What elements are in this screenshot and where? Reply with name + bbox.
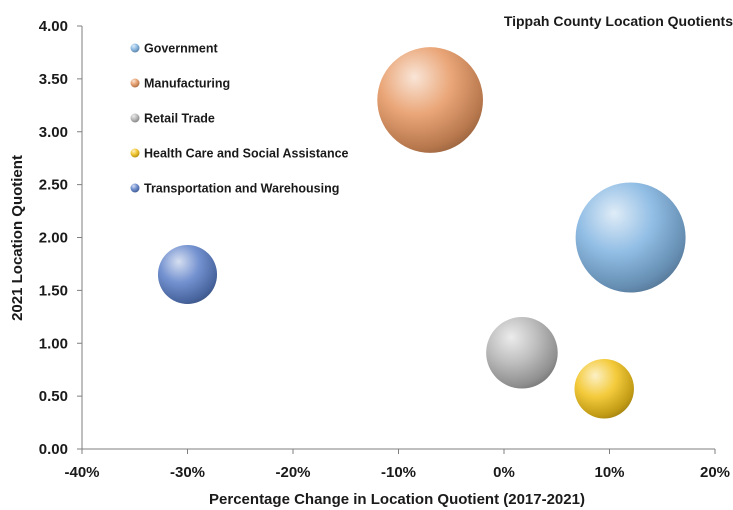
axes: 0.00 0.50 1.00 1.50 2.00 2.50 3.00 3.50 4.00 -40%… (39, 18, 730, 481)
legend-marker-retail-trade (130, 113, 140, 123)
y-tick-label: 0.50 (39, 388, 68, 405)
legend-marker-government (130, 43, 140, 53)
y-axis-title: 2021 Location Quotient (9, 155, 26, 321)
legend-label-government: Government (144, 42, 218, 56)
chart-title: Tippah County Location Quotients (504, 13, 733, 29)
y-tick-label: 0.00 (39, 441, 68, 458)
bubble-government (575, 182, 686, 293)
legend: Government Manufacturing Retail Trade Healt… (130, 42, 349, 196)
legend-marker-health-care-and-social-assistance (130, 148, 140, 158)
legend-marker-transportation-and-warehousing (130, 183, 140, 193)
y-tick-label: 2.00 (39, 230, 68, 247)
bubble-manufacturing (377, 47, 483, 153)
x-axis-title: Percentage Change in Location Quotient (… (209, 491, 585, 508)
y-tick-label: 2.50 (39, 177, 68, 194)
y-tick-label: 3.50 (39, 71, 68, 88)
y-tick-label: 4.00 (39, 18, 68, 35)
legend-label-transportation-and-warehousing: Transportation and Warehousing (144, 182, 339, 196)
y-tick-label: 1.50 (39, 282, 68, 299)
x-tick-label: 0% (493, 464, 515, 481)
bubble-health-care-and-social-assistance (574, 358, 634, 419)
x-tick-label: 20% (700, 464, 730, 481)
x-tick-label: -30% (170, 464, 205, 481)
x-tick-label: 10% (594, 464, 624, 481)
bubble-retail-trade (486, 316, 558, 389)
bubble-transportation-and-warehousing (157, 244, 218, 305)
y-tick-label: 3.00 (39, 124, 68, 141)
x-tick-label: -10% (381, 464, 416, 481)
y-tick-label: 1.00 (39, 335, 68, 352)
bubbles (157, 47, 686, 419)
legend-marker-manufacturing (130, 78, 140, 88)
x-tick-label: -20% (275, 464, 310, 481)
legend-label-manufacturing: Manufacturing (144, 77, 230, 91)
legend-label-retail-trade: Retail Trade (144, 112, 215, 126)
x-tick-label: -40% (64, 464, 99, 481)
legend-label-health-care-and-social-assistance: Health Care and Social Assistance (144, 147, 349, 161)
